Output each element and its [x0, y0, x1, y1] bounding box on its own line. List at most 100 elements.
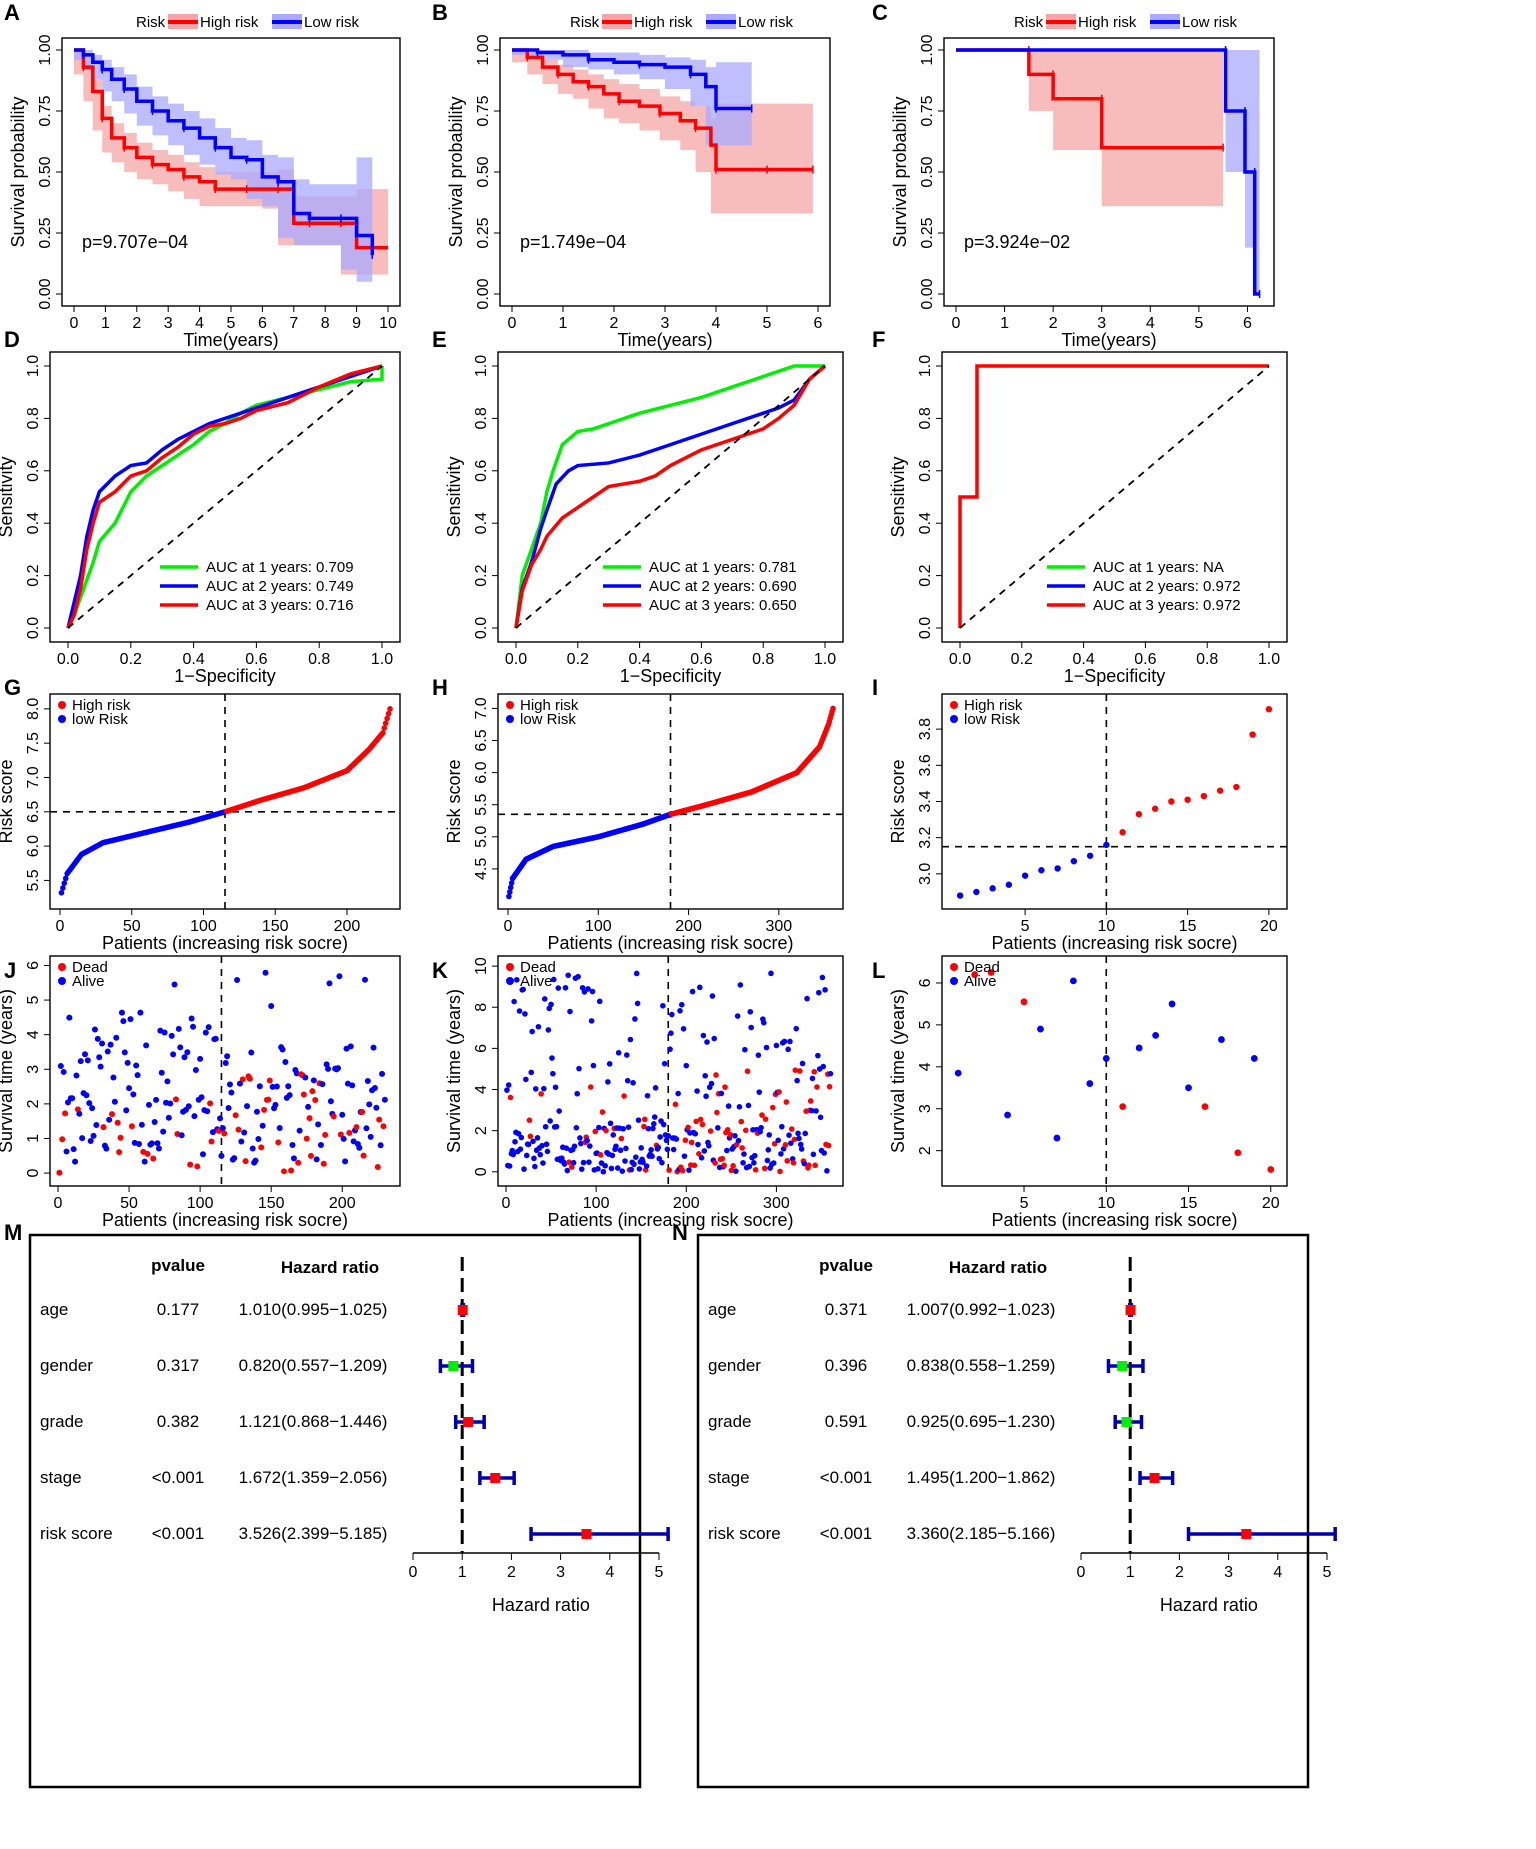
alive-point — [327, 1098, 334, 1105]
dead-point — [258, 1144, 265, 1151]
alive-point — [553, 1123, 560, 1130]
x-tick-label: 1 — [1000, 315, 1009, 332]
alive-point — [69, 1095, 76, 1102]
legend-auc: AUC at 3 years: 0.972 — [1093, 597, 1241, 614]
y-axis-label: Sensitivity — [444, 456, 464, 537]
y-tick-label: 1.0 — [25, 355, 42, 377]
x-tick-label: 0 — [508, 315, 517, 332]
panel-H: 0 100 200 300 4.5 5.0 5.5 6.0 6.5 7.0 Patients (in… — [444, 693, 844, 953]
y-tick-label: 4 — [473, 1085, 490, 1094]
alive-point — [694, 1088, 700, 1094]
dead-point — [691, 1162, 698, 1169]
legend-dot-low — [506, 715, 514, 723]
alive-point — [686, 1167, 692, 1173]
legend-dot-alive — [950, 977, 958, 985]
legend-dead: Dead — [964, 959, 1000, 976]
reference-diagonal — [515, 365, 826, 629]
alive-point — [197, 1055, 204, 1062]
alive-point — [570, 1159, 577, 1166]
alive-point — [701, 1148, 708, 1154]
alive-point — [740, 1159, 746, 1166]
alive-point — [813, 1108, 819, 1114]
y-tick-label: 0 — [25, 1169, 42, 1178]
x-tick-label: 2 — [132, 315, 141, 332]
y-axis-label: Survival time (years) — [444, 989, 464, 1153]
y-tick-label: 0.0 — [25, 617, 42, 639]
y-tick-label: 0.2 — [25, 564, 42, 586]
dead-point — [265, 1096, 272, 1103]
x-tick-label: 5 — [1323, 1564, 1332, 1581]
legend-high: High risk — [520, 697, 579, 714]
row-pvalue: 0.177 — [157, 1300, 200, 1319]
high-risk-point — [1135, 810, 1143, 818]
roc-curve-2-years — [514, 364, 827, 629]
alive-point — [282, 1059, 289, 1066]
high-risk-curve — [956, 48, 1224, 150]
dead-point — [721, 1162, 727, 1169]
alive-point — [256, 1083, 263, 1090]
alive-point — [83, 1092, 90, 1099]
alive-point — [636, 1166, 643, 1172]
alive-point — [118, 1009, 125, 1016]
alive-point — [644, 1092, 651, 1099]
y-tick-label: 0.75 — [475, 95, 492, 126]
x-tick-label: 5 — [1021, 918, 1030, 935]
plot-frame — [497, 955, 844, 1187]
x-tick-label: 20 — [1262, 1195, 1280, 1212]
high-risk-point — [380, 730, 386, 736]
alive-point — [289, 1142, 296, 1149]
plot-frame — [49, 351, 401, 643]
alive-point — [578, 1166, 585, 1172]
alive-point — [550, 976, 557, 983]
dead-point — [712, 1160, 718, 1166]
alive-point — [192, 1067, 199, 1074]
high-risk-point — [830, 705, 836, 712]
alive-point — [94, 1035, 101, 1042]
dead-point — [777, 1168, 783, 1175]
alive-point — [785, 1046, 791, 1053]
high-risk-point — [1200, 792, 1208, 800]
dead-point — [527, 1133, 534, 1140]
x-tick-label: 5 — [655, 1564, 664, 1581]
row-pvalue: <0.001 — [152, 1468, 204, 1487]
y-tick-label: 6 — [917, 978, 934, 987]
alive-point — [711, 1035, 718, 1042]
x-tick-label: 100 — [585, 918, 612, 935]
alive-point — [741, 1151, 747, 1157]
panel-label-L: L — [872, 958, 885, 983]
high-risk-point — [384, 715, 390, 722]
x-tick-label: 3 — [556, 1564, 565, 1581]
alive-point — [760, 1019, 767, 1026]
x-axis-label: Patients (increasing risk socre) — [102, 933, 348, 953]
alive-point — [650, 1125, 656, 1132]
dead-point — [275, 1139, 282, 1146]
alive-point — [768, 970, 774, 977]
dead-point — [346, 1129, 353, 1136]
alive-point — [228, 1089, 235, 1096]
x-tick-label: 200 — [673, 1195, 700, 1212]
low-risk-ci-band — [956, 50, 1260, 294]
dead-point — [770, 1104, 776, 1111]
alive-point — [73, 1072, 80, 1079]
alive-point — [763, 1044, 770, 1051]
dead-point — [788, 1126, 795, 1132]
dead-point — [761, 1165, 768, 1172]
alive-point — [185, 1103, 192, 1110]
x-tick-label: 1 — [101, 315, 110, 332]
panel-J: 0 50 100 150 200 0 1 2 3 4 5 6 Patients (increasing … — [0, 955, 401, 1230]
low-risk-point — [1005, 881, 1013, 888]
alive-point — [106, 1116, 113, 1123]
alive-point — [111, 1098, 118, 1105]
x-tick-label: 15 — [1179, 918, 1197, 935]
alive-point — [356, 1144, 363, 1151]
x-tick-label: 3 — [1224, 1564, 1233, 1581]
alive-point — [652, 1085, 659, 1091]
y-tick-label: 6.5 — [25, 801, 42, 823]
row-hr-text: 1.672(1.359−2.056) — [239, 1468, 388, 1487]
alive-point — [103, 1145, 110, 1152]
dead-point — [618, 1135, 625, 1142]
roc-curve-3-years — [514, 364, 827, 629]
alive-point — [542, 1123, 549, 1130]
panel-label-I: I — [872, 675, 878, 700]
alive-point — [643, 1163, 650, 1169]
